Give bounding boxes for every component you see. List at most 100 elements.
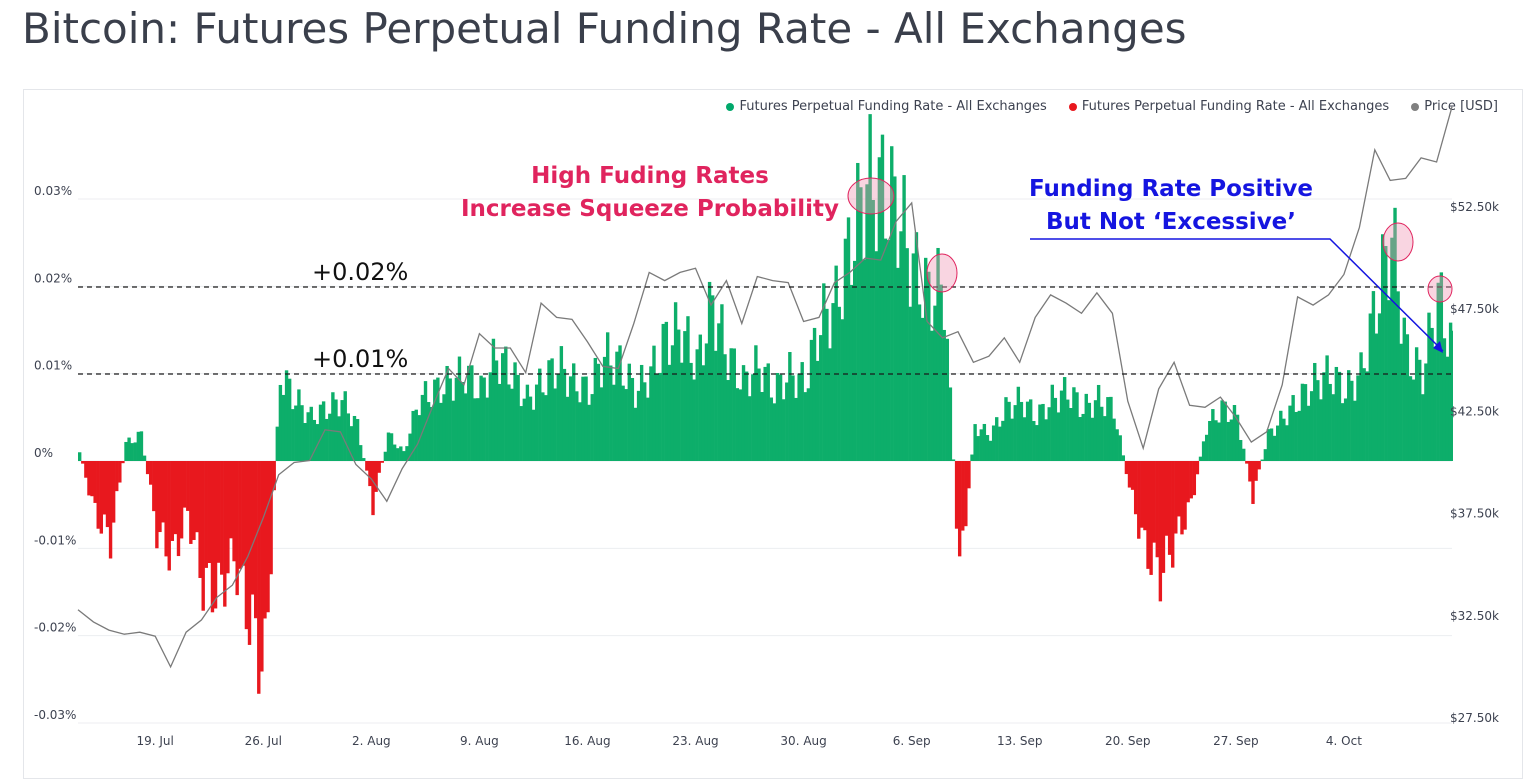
x-tick-label: 23. Aug [672,734,718,748]
funding-bar-positive [930,330,934,461]
funding-bar-positive [1022,417,1027,461]
funding-bar-positive [643,382,647,461]
legend-dot-green [726,102,735,111]
funding-bar-positive [988,440,993,461]
funding-bar-negative [179,461,184,539]
annotation-positive-line2: But Not ‘Excessive’ [1046,209,1296,235]
funding-bar-positive [720,304,724,461]
funding-bar-positive [1090,417,1095,461]
funding-bar-negative [232,461,236,562]
funding-bar-positive [834,265,838,461]
funding-bar-positive [497,383,502,461]
funding-bar-positive [1322,372,1326,461]
funding-bar-positive [553,388,557,461]
legend-item-price[interactable]: Price [USD] [1411,99,1498,114]
funding-bar-positive [355,419,360,461]
annotations: High Fuding Rates Increase Squeeze Proba… [461,163,1453,353]
funding-bar-negative [371,461,375,516]
funding-bar-positive [1380,234,1385,461]
funding-bar-positive [275,426,279,461]
funding-bar-positive [358,445,363,461]
funding-bar-positive [612,384,616,461]
funding-bar-positive [470,365,474,461]
funding-bar-positive [467,365,471,461]
funding-bar-negative [1254,461,1258,481]
legend-item-negative-funding[interactable]: Futures Perpetual Funding Rate - All Exc… [1068,99,1389,114]
funding-bar-negative [1245,461,1249,464]
page-title: Bitcoin: Futures Perpetual Funding Rate … [22,4,1187,53]
funding-bar-negative [1146,461,1150,569]
funding-bar-positive [1019,401,1024,461]
funding-bar-positive [392,444,397,461]
funding-bar-negative [377,461,381,473]
funding-bar-positive [1013,405,1017,461]
funding-bar-positive [627,363,631,461]
funding-bar-positive [411,410,415,461]
funding-bar-positive [544,395,548,461]
x-tick-label: 9. Aug [460,734,499,748]
x-tick-label: 20. Sep [1105,734,1151,748]
funding-bar-positive [1075,392,1079,461]
funding-bar-positive [309,406,313,461]
funding-bar-positive [1118,435,1122,461]
funding-bar-positive [692,379,696,461]
funding-bar-negative [1180,461,1184,535]
funding-bar-positive [1028,399,1033,461]
funding-bar-negative [87,461,91,496]
funding-bar-positive [939,284,943,461]
funding-bar-negative [1124,461,1129,475]
funding-bar-positive [1204,434,1209,461]
funding-bar-negative [1248,461,1252,482]
funding-bar-negative [1152,461,1156,543]
legend-item-positive-funding[interactable]: Futures Perpetual Funding Rate - All Exc… [726,99,1047,114]
funding-bar-positive [331,392,335,461]
funding-bar-positive [429,407,434,461]
funding-bar-positive [534,384,539,461]
funding-bar-positive [890,146,894,462]
funding-bar-positive [1303,384,1308,461]
funding-bar-negative [220,461,224,575]
funding-bar-negative [365,461,369,471]
funding-bar-positive [905,248,909,461]
funding-bar-positive [389,433,394,461]
funding-bar-negative [967,461,971,489]
funding-bar-negative [1177,461,1181,517]
funding-bar-positive [1442,338,1447,461]
funding-bar-positive [933,305,937,461]
funding-bar-negative [1174,461,1178,534]
funding-bar-positive [976,436,980,461]
funding-bar-positive [1424,363,1428,461]
funding-bar-positive [1096,384,1101,461]
funding-bar-positive [602,356,607,461]
funding-bar-positive [491,338,496,461]
funding-bar-positive [1100,406,1104,461]
funding-bar-positive [349,426,354,461]
funding-bar-positive [1269,428,1274,461]
funding-bar-positive [1316,380,1320,461]
funding-bar-negative [380,461,384,463]
funding-bar-negative [250,461,255,595]
funding-bar-positive [729,348,733,461]
funding-bar-positive [871,199,875,461]
funding-bar-positive [741,365,746,461]
x-tick-label: 26. Jul [245,734,282,748]
highlight-ellipse [1382,222,1414,262]
reference-label-001: +0.01% [312,345,408,373]
funding-bar-positive [1106,397,1110,461]
funding-bar-negative [226,461,230,574]
funding-bar-positive [1319,399,1323,461]
y-left-tick-label: -0.02% [34,621,76,635]
funding-bar-negative [1192,461,1197,496]
funding-bar-positive [615,351,619,461]
funding-bar-positive [1001,420,1005,461]
y-right-tick-label: $37.50k [1450,507,1499,521]
funding-bar-positive [287,378,292,461]
funding-bar-positive [1396,291,1400,461]
funding-bar-positive [639,364,644,461]
x-tick-label: 4. Oct [1326,734,1362,748]
annotation-positive-line1: Funding Rate Positive [1029,176,1313,202]
funding-bar-negative [99,461,104,534]
funding-bar-positive [547,360,551,461]
funding-bar-positive [1340,403,1345,461]
funding-bar-positive [819,335,823,461]
